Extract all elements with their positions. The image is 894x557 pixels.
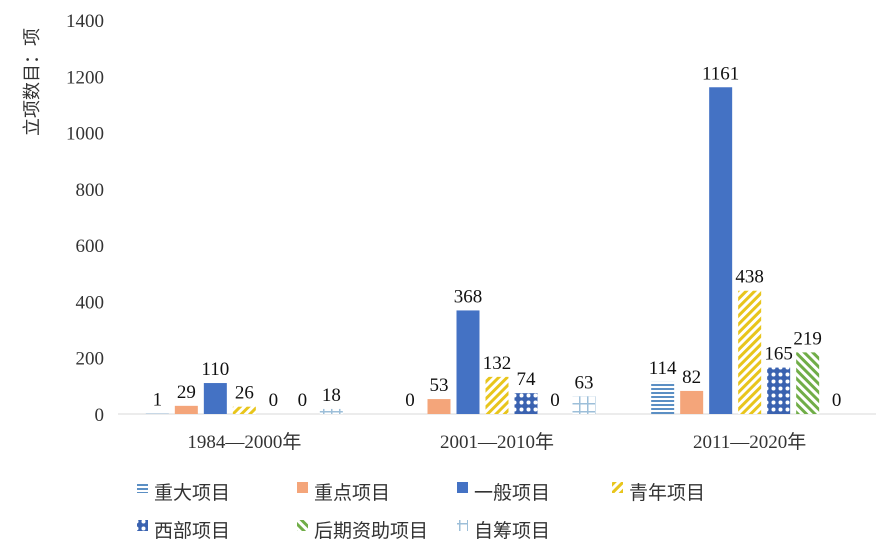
legend-item: 西部项目 [137,520,230,542]
legend-swatch [137,482,148,493]
y-tick-label: 1400 [66,11,104,32]
x-tick-label: 2011—2020年 [693,431,806,453]
legend-label: 自筹项目 [474,520,550,542]
data-label: 1161 [702,63,739,84]
data-label: 53 [430,375,449,396]
legend-label: 青年项目 [629,482,705,504]
y-tick-label: 200 [76,349,105,370]
data-label: 110 [201,359,229,380]
legend-swatch [297,482,308,493]
legend-label: 后期资助项目 [314,520,428,542]
bar [796,352,819,414]
legend-item: 自筹项目 [457,520,550,542]
bar [175,406,198,414]
bar [204,383,227,414]
y-tick-label: 800 [76,180,105,201]
legend-swatch [612,482,623,493]
legend-item: 青年项目 [612,482,705,504]
y-tick-label: 600 [76,236,105,257]
legend-swatch [457,520,468,531]
legend-item: 重大项目 [137,482,230,504]
bar [486,377,509,414]
legend-item: 重点项目 [297,482,390,504]
data-label: 63 [575,372,594,393]
data-label: 74 [517,369,537,390]
legend-item: 后期资助项目 [297,520,428,542]
data-label: 165 [764,344,793,365]
x-tick-label: 1984—2000年 [187,431,301,453]
legend-swatch [457,482,468,493]
data-label: 29 [177,382,196,403]
legend-swatch [297,520,308,531]
bar [457,310,480,414]
data-label: 82 [682,367,701,388]
data-label: 26 [235,383,254,404]
legend-label: 重点项目 [314,482,390,504]
bar [738,291,761,414]
data-label: 438 [735,267,764,288]
bar [428,399,451,414]
legend-label: 重大项目 [154,482,230,504]
data-label: 0 [405,390,415,411]
data-label: 114 [649,358,677,379]
bar [320,409,343,414]
data-label: 0 [832,390,842,411]
y-axis-label: 立项数目：项 [22,28,43,136]
y-tick-label: 400 [76,292,105,313]
bar [680,391,703,414]
data-label: 219 [793,328,822,349]
data-label: 0 [550,390,560,411]
bar [573,396,596,414]
bar [651,382,674,414]
legend-item: 一般项目 [457,482,550,504]
data-label: 18 [322,385,341,406]
data-label: 368 [454,286,483,307]
data-label: 132 [483,353,512,374]
y-tick-label: 0 [95,405,105,426]
bar [233,407,256,414]
legend-label: 一般项目 [474,482,550,504]
bar [515,393,538,414]
y-tick-label: 1000 [66,124,104,145]
data-label: 0 [298,390,308,411]
bar [767,368,790,414]
y-tick-label: 1200 [66,67,104,88]
data-label: 0 [269,390,279,411]
bar [709,87,732,414]
legend-swatch [137,520,148,531]
legend-label: 西部项目 [154,520,230,542]
data-label: 1 [153,390,163,411]
x-tick-label: 2001—2010年 [440,431,554,453]
